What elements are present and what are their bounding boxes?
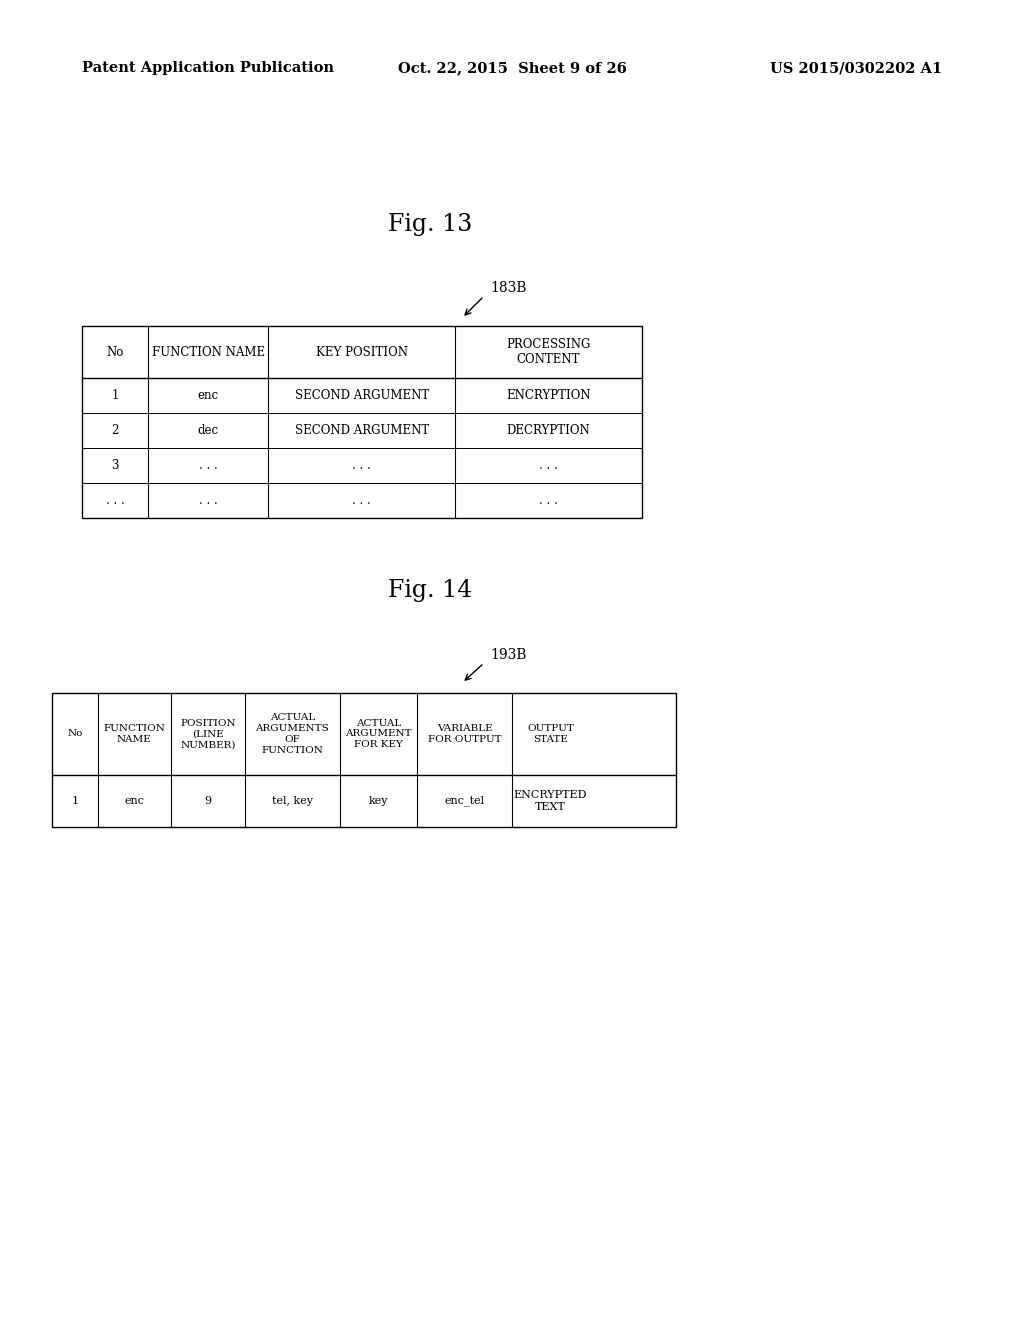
- Text: VARIABLE
FOR OUTPUT: VARIABLE FOR OUTPUT: [428, 725, 502, 744]
- Text: No: No: [106, 346, 124, 359]
- Text: 193B: 193B: [490, 648, 526, 663]
- Text: . . .: . . .: [539, 494, 558, 507]
- Text: DECRYPTION: DECRYPTION: [507, 424, 591, 437]
- Text: 1: 1: [112, 389, 119, 403]
- Text: key: key: [369, 796, 388, 807]
- Text: Fig. 14: Fig. 14: [388, 578, 472, 602]
- Text: dec: dec: [198, 424, 219, 437]
- Text: tel, key: tel, key: [271, 796, 312, 807]
- Text: . . .: . . .: [199, 459, 218, 473]
- Text: enc: enc: [124, 796, 144, 807]
- Text: 2: 2: [112, 424, 119, 437]
- Text: FUNCTION
NAME: FUNCTION NAME: [103, 725, 165, 744]
- Text: ACTUAL
ARGUMENT
FOR KEY: ACTUAL ARGUMENT FOR KEY: [345, 719, 412, 750]
- Text: Fig. 13: Fig. 13: [388, 214, 472, 236]
- Text: Oct. 22, 2015  Sheet 9 of 26: Oct. 22, 2015 Sheet 9 of 26: [397, 61, 627, 75]
- Text: Patent Application Publication: Patent Application Publication: [82, 61, 334, 75]
- Text: SECOND ARGUMENT: SECOND ARGUMENT: [295, 424, 429, 437]
- Text: PROCESSING
CONTENT: PROCESSING CONTENT: [506, 338, 591, 366]
- Text: ENCRYPTION: ENCRYPTION: [506, 389, 591, 403]
- Text: US 2015/0302202 A1: US 2015/0302202 A1: [770, 61, 942, 75]
- Text: POSITION
(LINE
NUMBER): POSITION (LINE NUMBER): [180, 719, 236, 750]
- Text: OUTPUT
STATE: OUTPUT STATE: [527, 725, 574, 744]
- Text: 3: 3: [112, 459, 119, 473]
- Text: SECOND ARGUMENT: SECOND ARGUMENT: [295, 389, 429, 403]
- Text: enc: enc: [198, 389, 219, 403]
- Text: enc_tel: enc_tel: [444, 796, 484, 807]
- Text: KEY POSITION: KEY POSITION: [315, 346, 408, 359]
- Bar: [82, 326, 642, 517]
- Text: 183B: 183B: [490, 281, 526, 294]
- Text: . . .: . . .: [539, 459, 558, 473]
- Text: ACTUAL
ARGUMENTS
OF
FUNCTION: ACTUAL ARGUMENTS OF FUNCTION: [255, 713, 329, 755]
- Text: . . .: . . .: [199, 494, 218, 507]
- Text: FUNCTION NAME: FUNCTION NAME: [152, 346, 265, 359]
- Text: . . .: . . .: [352, 459, 371, 473]
- Text: . . .: . . .: [352, 494, 371, 507]
- Text: ENCRYPTED
TEXT: ENCRYPTED TEXT: [514, 789, 588, 812]
- Text: No: No: [68, 730, 83, 738]
- Text: 9: 9: [205, 796, 212, 807]
- Text: . . .: . . .: [105, 494, 124, 507]
- Text: 1: 1: [72, 796, 79, 807]
- Bar: [52, 693, 676, 828]
